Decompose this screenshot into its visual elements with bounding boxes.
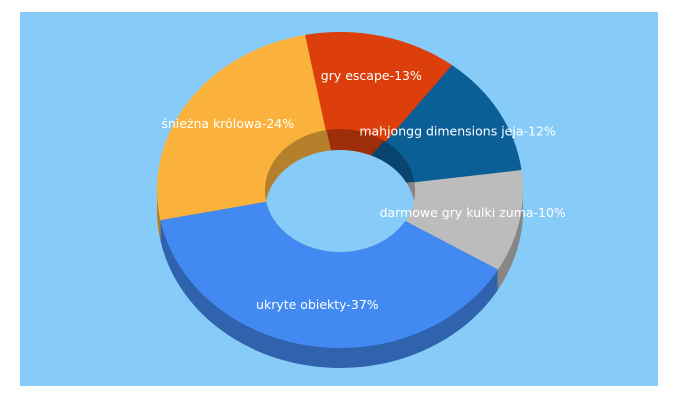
donut-top — [157, 31, 524, 349]
data-label: śnieżna królowa-24% — [161, 116, 294, 131]
data-label: gry escape-13% — [321, 68, 422, 83]
slice — [160, 201, 499, 349]
slice — [385, 65, 522, 183]
data-label: darmowe gry kulki zuma-10% — [380, 205, 566, 220]
data-label: ukryte obiekty-37% — [256, 297, 379, 312]
slice — [305, 31, 453, 142]
hole-floor — [265, 150, 415, 252]
labels: gry escape-13% mahjongg dimensions jeja-1… — [161, 68, 566, 312]
slice — [157, 34, 326, 221]
slice-inner-wall — [340, 130, 415, 190]
data-label: mahjongg dimensions jeja-12% — [359, 123, 556, 138]
slice — [404, 170, 524, 270]
